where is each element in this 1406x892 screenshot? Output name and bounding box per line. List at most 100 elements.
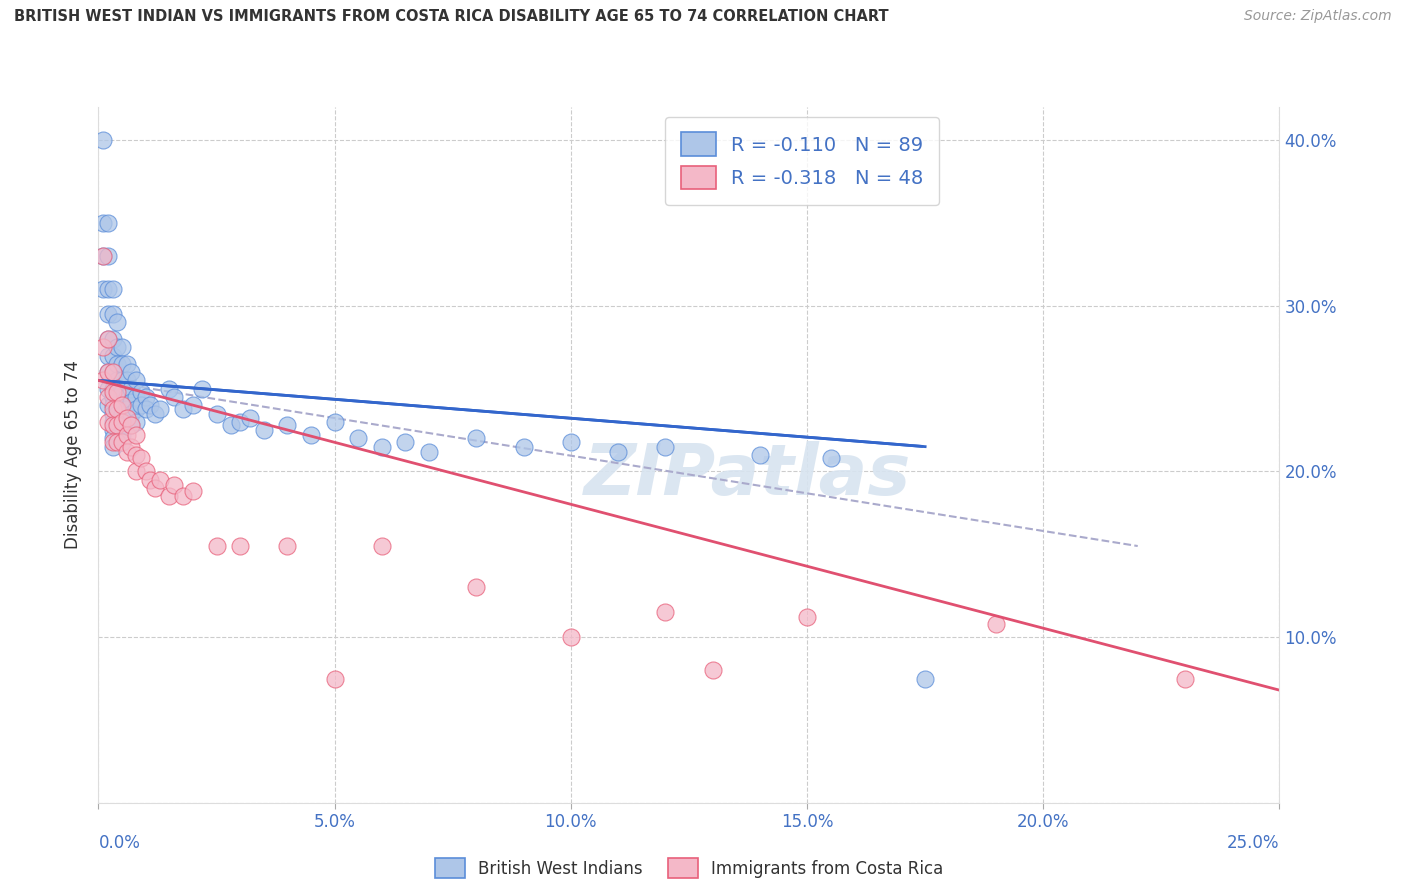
Point [105, 407, 128, 421]
Point [111, 428, 134, 442]
Point [91, 249, 114, 263]
Point [111, 418, 134, 433]
Point [702, 663, 724, 677]
Point [115, 390, 138, 404]
Point [97, 307, 120, 321]
Point [91, 282, 114, 296]
Point [91, 340, 114, 354]
Point [111, 373, 134, 387]
Text: BRITISH WEST INDIAN VS IMMIGRANTS FROM COSTA RICA DISABILITY AGE 65 TO 74 CORREL: BRITISH WEST INDIAN VS IMMIGRANTS FROM C… [14, 9, 889, 24]
Point [97, 382, 120, 396]
Point [101, 440, 124, 454]
Point [111, 398, 134, 412]
Point [97, 332, 120, 346]
Point [97, 365, 120, 379]
Point [191, 382, 214, 396]
Point [105, 390, 128, 404]
Point [91, 249, 114, 263]
Point [299, 428, 322, 442]
Point [121, 365, 143, 379]
Point [654, 605, 676, 619]
Point [125, 373, 148, 387]
Text: 25.0%: 25.0% [1227, 834, 1279, 852]
Y-axis label: Disability Age 65 to 74: Disability Age 65 to 74 [65, 360, 83, 549]
Point [512, 440, 534, 454]
Point [347, 431, 370, 445]
Point [654, 440, 676, 454]
Point [101, 434, 124, 449]
Point [97, 415, 120, 429]
Point [91, 216, 114, 230]
Point [163, 390, 186, 404]
Point [143, 407, 166, 421]
Point [105, 373, 128, 387]
Point [111, 434, 134, 449]
Point [121, 407, 143, 421]
Point [105, 398, 128, 412]
Point [125, 448, 148, 462]
Point [101, 423, 124, 437]
Point [172, 489, 194, 503]
Point [239, 411, 262, 425]
Point [97, 216, 120, 230]
Point [135, 401, 157, 416]
Point [157, 382, 180, 396]
Point [97, 282, 120, 296]
Point [149, 473, 172, 487]
Point [796, 610, 818, 624]
Point [125, 428, 148, 442]
Point [143, 481, 166, 495]
Point [101, 382, 124, 396]
Point [371, 539, 394, 553]
Point [181, 484, 204, 499]
Point [105, 401, 128, 416]
Point [125, 415, 148, 429]
Point [135, 390, 157, 404]
Point [121, 382, 143, 396]
Point [560, 630, 582, 644]
Point [157, 489, 180, 503]
Point [101, 307, 124, 321]
Point [323, 672, 346, 686]
Point [105, 340, 128, 354]
Point [101, 415, 124, 429]
Point [105, 384, 128, 399]
Point [229, 415, 252, 429]
Point [97, 349, 120, 363]
Point [163, 477, 186, 491]
Point [101, 401, 124, 416]
Point [101, 365, 124, 379]
Point [91, 133, 114, 147]
Point [465, 431, 488, 445]
Point [125, 390, 148, 404]
Point [205, 539, 228, 553]
Point [1174, 672, 1197, 686]
Point [748, 448, 770, 462]
Point [394, 434, 416, 449]
Point [121, 395, 143, 409]
Point [101, 332, 124, 346]
Point [135, 465, 157, 479]
Point [115, 411, 138, 425]
Point [607, 444, 630, 458]
Point [125, 401, 148, 416]
Point [115, 428, 138, 442]
Point [97, 365, 120, 379]
Point [101, 384, 124, 399]
Point [115, 357, 138, 371]
Point [105, 415, 128, 429]
Point [115, 373, 138, 387]
Legend: British West Indians, Immigrants from Costa Rica: British West Indians, Immigrants from Co… [427, 851, 950, 885]
Point [229, 539, 252, 553]
Point [97, 332, 120, 346]
Point [139, 398, 162, 412]
Point [111, 357, 134, 371]
Point [121, 440, 143, 454]
Point [129, 451, 152, 466]
Point [205, 407, 228, 421]
Point [276, 418, 298, 433]
Point [105, 434, 128, 449]
Point [253, 423, 276, 437]
Point [91, 373, 114, 387]
Text: Source: ZipAtlas.com: Source: ZipAtlas.com [1244, 9, 1392, 23]
